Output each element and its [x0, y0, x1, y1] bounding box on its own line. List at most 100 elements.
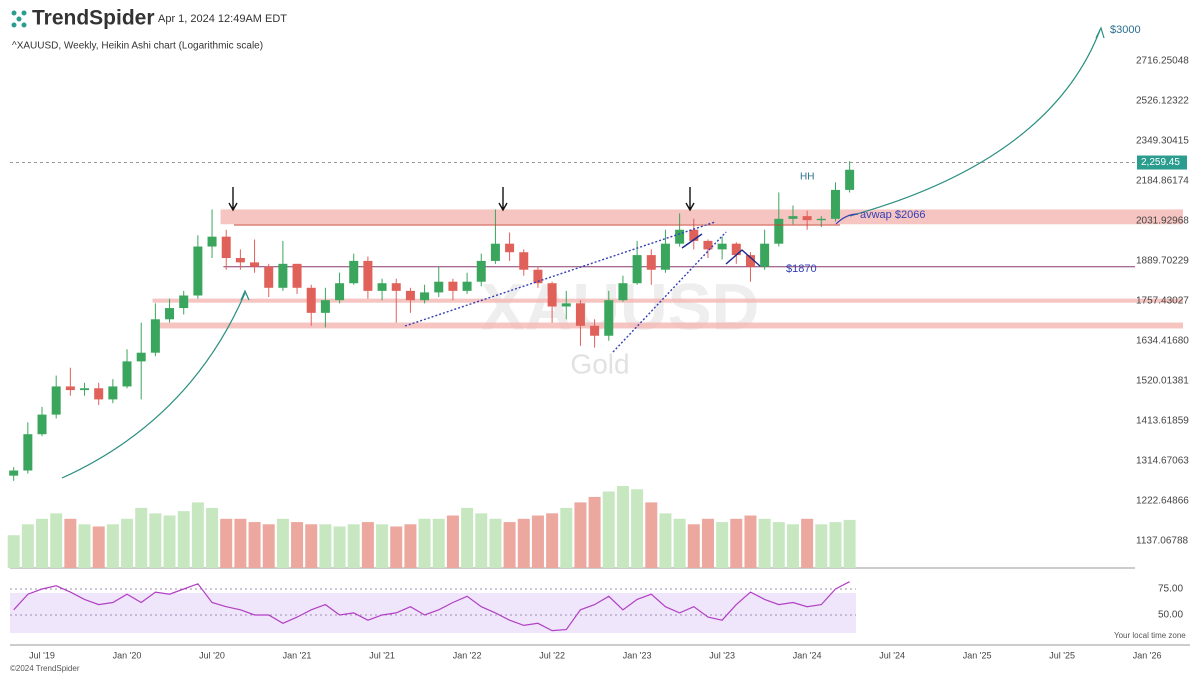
volume-bar [503, 522, 516, 568]
volume-bar [829, 522, 842, 568]
x-tick-label: Jul '20 [199, 650, 225, 660]
volume-bar [744, 515, 757, 568]
target-label: $3000 [1110, 24, 1141, 36]
x-tick-label: Jan '20 [113, 650, 142, 660]
y-tick-label: 2526.12322 [1136, 96, 1189, 107]
volume-bar [248, 522, 261, 568]
arrow-head [1095, 26, 1105, 39]
volume-bar [489, 518, 502, 568]
swing-line [681, 233, 703, 249]
x-tick-label: Jul '23 [709, 650, 735, 660]
volume-bar [418, 518, 431, 568]
volume-bar [786, 524, 799, 568]
candle-body [675, 229, 685, 244]
candle-body [9, 470, 19, 476]
y-tick-label: 2716.25048 [1136, 56, 1189, 67]
candle-body [476, 260, 486, 282]
rsi-band [10, 593, 856, 633]
candle-body [80, 388, 90, 391]
rsi-tick-label: 50.00 [1158, 610, 1183, 621]
x-tick-label: Jan '25 [963, 650, 992, 660]
x-tick-label: Jul '22 [539, 650, 565, 660]
curved-arrow [61, 292, 246, 479]
x-tick-label: Jan '23 [623, 650, 652, 660]
volume-bar [163, 515, 176, 568]
volume-bar [234, 518, 247, 568]
candle-body [136, 352, 146, 362]
volume-bar [645, 502, 658, 568]
candle-body [604, 300, 614, 336]
volume-bar [616, 486, 629, 568]
volume-bar [220, 518, 233, 568]
marker-arrows [228, 187, 695, 212]
volume-bar [92, 526, 105, 568]
hh-label: HH [800, 172, 814, 183]
candle-body [646, 255, 656, 270]
candle-body [660, 243, 670, 270]
candle-body [264, 266, 274, 288]
candle-body [745, 255, 755, 267]
volume-bar [659, 513, 672, 568]
candle-body [349, 260, 359, 284]
candle-body [65, 386, 75, 391]
x-tick-label: Jan '22 [453, 650, 482, 660]
volume-bar [376, 524, 389, 568]
candle-body [490, 243, 500, 261]
volume-bar [7, 535, 20, 568]
volume-bar [716, 522, 729, 568]
volume-bar [531, 515, 544, 568]
candle-body [179, 295, 189, 309]
candle-body [533, 269, 543, 284]
volume-bar [305, 524, 318, 568]
candle-body [618, 283, 628, 301]
candle-body [193, 246, 203, 296]
y-tick-label: 1137.06788 [1136, 536, 1189, 547]
candle-body [165, 308, 175, 320]
volume-bar [78, 524, 91, 568]
volume-bar [461, 507, 474, 568]
zone [220, 209, 1183, 225]
volume-bar [276, 518, 289, 568]
volume-bar [262, 524, 275, 568]
volume-bar [758, 518, 771, 568]
y-tick-label: 1889.70229 [1136, 256, 1189, 267]
y-tick-label: 2184.86174 [1136, 176, 1189, 187]
candle-body [731, 243, 741, 256]
candle-body [830, 189, 840, 219]
candle-body [689, 229, 699, 241]
y-tick-label: 1520.01381 [1136, 376, 1189, 387]
avwap-label: avwap $2066 [860, 209, 925, 221]
y-tick-label: 1634.41680 [1136, 336, 1189, 347]
candle-body [505, 243, 515, 253]
rsi-tick-label: 75.00 [1158, 584, 1183, 595]
volume-bar [177, 511, 190, 568]
support-label: $1870 [786, 263, 817, 275]
volume-bar [149, 513, 162, 568]
candle-body [462, 281, 472, 291]
y-tick-label: 1413.61859 [1136, 416, 1189, 427]
x-tick-label: Jan '26 [1133, 650, 1162, 660]
plot: 2716.25048 2526.12322 2349.30415 2184.86174… [7, 56, 1189, 660]
volume-bar [291, 522, 304, 568]
candle-body [278, 263, 288, 288]
volume-bar [64, 518, 77, 568]
zone [152, 298, 1183, 303]
candle-body [235, 258, 245, 263]
timestamp: Apr 1, 2024 12:49AM EDT [158, 13, 287, 25]
candle-body [335, 283, 345, 301]
volume-bar [347, 524, 360, 568]
volume-bar [432, 518, 445, 568]
swing-arrow [725, 249, 761, 267]
volume-bar [333, 526, 346, 568]
candle-body [207, 236, 217, 247]
logo-icon [11, 10, 27, 28]
x-tick-label: Jan '21 [283, 650, 312, 660]
candle-body [292, 263, 302, 288]
candle-body [363, 260, 373, 291]
trendline [612, 231, 727, 353]
candle-body [37, 414, 47, 435]
volume-bar [574, 502, 587, 568]
candle-body [391, 283, 401, 291]
x-tick-label: Jul '25 [1049, 650, 1075, 660]
volume-bar [206, 507, 219, 568]
